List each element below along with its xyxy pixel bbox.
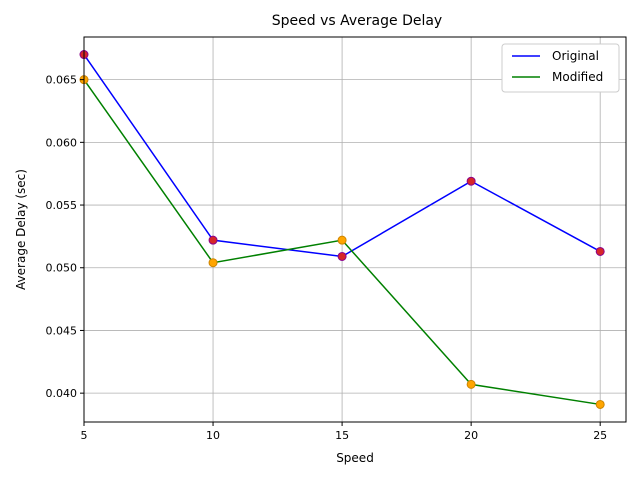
- y-tick-label: 0.050: [46, 262, 78, 275]
- plot-frame: [83, 36, 627, 423]
- x-tick-label: 10: [206, 429, 220, 442]
- series-markers: [79, 50, 605, 409]
- chart-title: Speed vs Average Delay: [272, 13, 442, 29]
- data-point-modified: [208, 258, 218, 268]
- y-tick-label: 0.060: [46, 136, 78, 149]
- data-point-modified: [595, 399, 605, 409]
- data-point-original: [466, 176, 476, 186]
- y-tick-label: 0.055: [46, 199, 78, 212]
- data-point-original: [595, 246, 605, 256]
- axis-ticks: 5 10 15 20 25 0.040 0.045 0.050 0.055 0.060 0.065: [46, 74, 608, 442]
- x-tick-label: 15: [335, 429, 349, 442]
- data-point-modified: [466, 379, 476, 389]
- data-point-original: [208, 235, 218, 245]
- data-point-modified: [337, 235, 347, 245]
- x-tick-label: 25: [593, 429, 607, 442]
- legend-label-original: Original: [552, 49, 599, 63]
- x-tick-label: 5: [81, 429, 88, 442]
- x-axis-label: Speed: [336, 451, 374, 465]
- x-tick-label: 20: [464, 429, 478, 442]
- legend-label-modified: Modified: [552, 70, 603, 84]
- y-tick-label: 0.065: [46, 74, 78, 87]
- y-tick-label: 0.045: [46, 324, 78, 337]
- y-axis-label: Average Delay (sec): [14, 169, 28, 290]
- y-tick-label: 0.040: [46, 387, 78, 400]
- grid-lines: [83, 37, 626, 422]
- data-point-original: [337, 251, 347, 261]
- legend: Original Modified: [501, 43, 620, 93]
